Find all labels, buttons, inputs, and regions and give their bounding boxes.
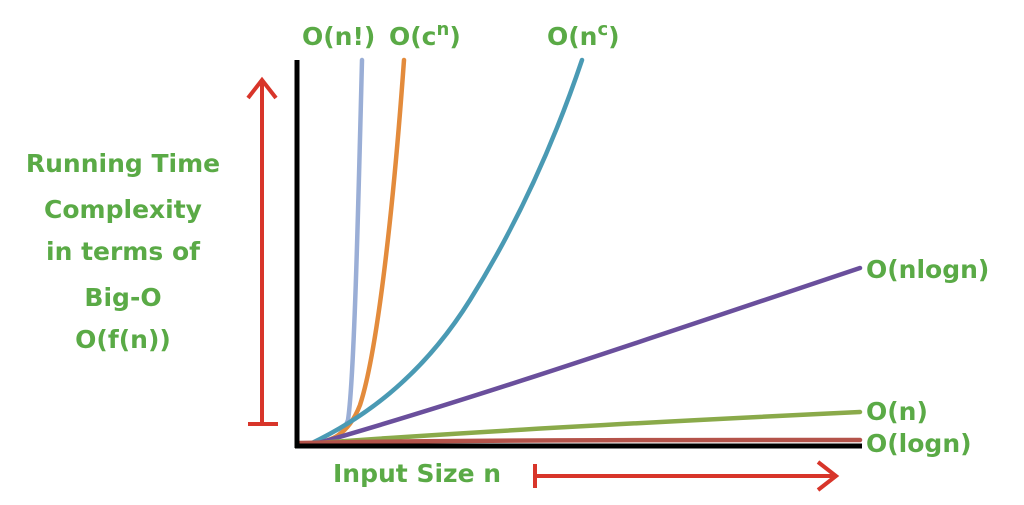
series-labels: O(n!) O(cn) O(nc) O(nlogn) O(n) O(logn): [302, 19, 989, 458]
y-label-line: in terms of: [46, 237, 201, 266]
series-label: O(nlogn): [866, 255, 989, 284]
series-label: O(cn): [389, 19, 461, 51]
vertical-arrow-icon: [246, 76, 278, 426]
horizontal-arrow-icon: [533, 460, 840, 492]
series-label: O(logn): [866, 429, 972, 458]
y-label-line: Complexity: [44, 195, 202, 224]
series-line: [297, 57, 365, 447]
y-label-line: O(f(n)): [75, 325, 171, 354]
series-curves: [297, 57, 863, 447]
x-axis-label: Input Size n: [333, 459, 501, 488]
axes: [294, 60, 862, 449]
series-label: O(n!): [302, 22, 375, 51]
series-label: O(nc): [547, 19, 620, 51]
series-line: [302, 57, 407, 447]
series-label: O(n): [866, 397, 928, 426]
series-line: [312, 265, 863, 447]
series-line: [302, 409, 863, 447]
series-line: [307, 57, 585, 447]
y-label-line: Big-O: [84, 283, 161, 312]
y-label-line: Running Time: [26, 149, 220, 178]
series-line: [297, 437, 863, 446]
y-axis-label: Running Time Complexity in terms of Big-…: [26, 149, 220, 354]
